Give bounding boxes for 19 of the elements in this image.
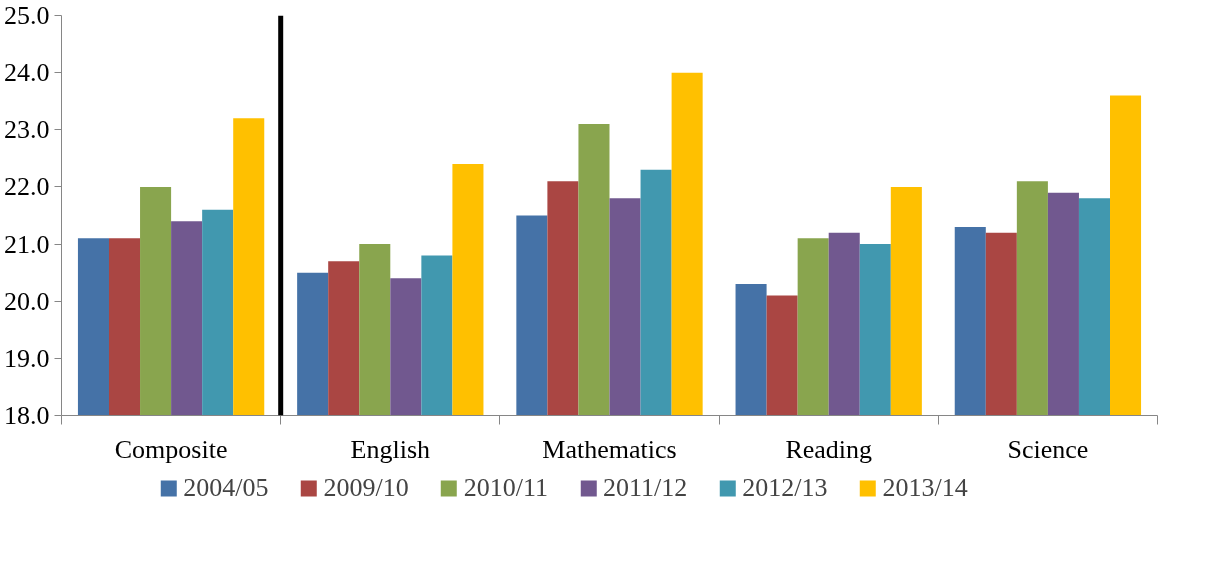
legend-label: 2011/12 (603, 473, 688, 503)
y-tick-label: 21.0 (4, 229, 50, 259)
y-tick-label: 23.0 (4, 115, 50, 145)
x-tick-label: English (350, 434, 431, 464)
x-tick-label: Science (1007, 434, 1089, 464)
legend-label: 2009/10 (323, 473, 409, 503)
legend-label: 2012/13 (742, 473, 828, 503)
legend-label: 2013/14 (882, 473, 968, 503)
y-tick-label: 22.0 (4, 172, 50, 202)
y-tick-label: 24.0 (4, 58, 50, 88)
x-tick-label: Composite (114, 434, 228, 464)
y-tick-label: 25.0 (4, 1, 50, 30)
legend-label: 2010/11 (463, 473, 548, 503)
y-tick-label: 19.0 (4, 343, 50, 373)
x-tick-label: Reading (785, 434, 873, 464)
y-tick-label: 20.0 (4, 286, 50, 316)
y-tick-label: 18.0 (4, 401, 50, 430)
legend-label: 2004/05 (183, 473, 269, 503)
x-tick-label: Mathematics (542, 434, 677, 464)
